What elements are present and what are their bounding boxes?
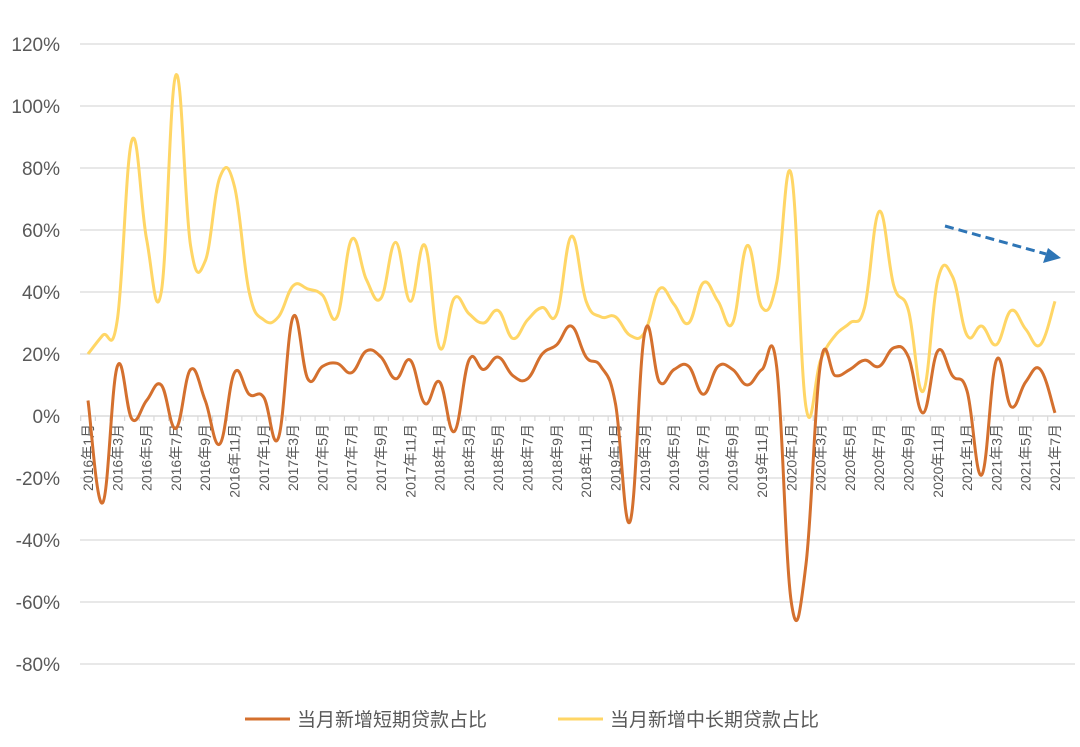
series-points-1 bbox=[87, 74, 1056, 407]
y-tick-label: 120% bbox=[11, 35, 60, 56]
x-tick-label: 2018年3月 bbox=[461, 424, 477, 491]
y-tick-label: 0% bbox=[33, 407, 61, 428]
x-tick-label: 2018年1月 bbox=[432, 424, 448, 491]
x-tick-label: 2017年3月 bbox=[285, 424, 301, 491]
x-tick-label: 2020年9月 bbox=[900, 424, 916, 491]
x-tick-label: 2017年7月 bbox=[344, 424, 360, 491]
y-tick-label: -80% bbox=[16, 655, 60, 676]
legend-label-short-term: 当月新增短期贷款占比 bbox=[297, 709, 487, 731]
x-tick-label: 2016年9月 bbox=[197, 424, 213, 491]
y-tick-label: -20% bbox=[16, 469, 60, 490]
x-tick-label: 2018年7月 bbox=[520, 424, 536, 491]
x-tick-label: 2016年5月 bbox=[139, 424, 155, 491]
x-tick-label: 2020年1月 bbox=[783, 424, 799, 491]
y-tick-label: 40% bbox=[22, 283, 60, 304]
x-tick-label: 2018年11月 bbox=[578, 424, 594, 498]
x-tick-label: 2021年1月 bbox=[959, 424, 975, 491]
grid-lines bbox=[80, 43, 1075, 665]
x-tick-label: 2019年3月 bbox=[637, 424, 653, 491]
y-tick-label: -60% bbox=[16, 593, 60, 614]
x-tick-label: 2017年5月 bbox=[314, 424, 330, 491]
x-tick-label: 2017年9月 bbox=[373, 424, 389, 491]
y-tick-label: -40% bbox=[16, 531, 60, 552]
y-tick-label: 100% bbox=[11, 97, 60, 118]
legend-label-long-term: 当月新增中长期贷款占比 bbox=[610, 709, 819, 731]
x-tick-label: 2021年5月 bbox=[1018, 424, 1034, 491]
series-lines bbox=[86, 73, 1057, 622]
x-tick-label: 2016年7月 bbox=[168, 424, 184, 491]
x-tick-label: 2019年11月 bbox=[754, 424, 770, 498]
x-tick-label: 2020年3月 bbox=[813, 424, 829, 491]
x-tick-label: 2019年9月 bbox=[725, 424, 741, 491]
x-axis: 2016年1月 2016年3月 2016年5月 2016年7月 2016年9月 2016年… bbox=[80, 415, 1075, 498]
x-tick-label: 2021年7月 bbox=[1047, 424, 1063, 491]
y-tick-label: 20% bbox=[22, 345, 60, 366]
trend-arrow-annotation bbox=[944, 224, 1061, 263]
x-tick-label: 2020年5月 bbox=[842, 424, 858, 491]
x-tick-label: 2018年5月 bbox=[490, 424, 506, 491]
x-tick-label: 2021年3月 bbox=[988, 424, 1004, 491]
x-tick-label: 2017年1月 bbox=[256, 424, 272, 491]
x-tick-label: 2018年9月 bbox=[549, 424, 565, 491]
y-tick-label: 60% bbox=[22, 221, 60, 242]
x-tick-label: 2019年7月 bbox=[695, 424, 711, 491]
x-tick-label: 2020年11月 bbox=[930, 424, 946, 498]
x-tick-label: 2016年11月 bbox=[227, 424, 243, 498]
x-tick-label: 2019年5月 bbox=[666, 424, 682, 491]
series-line-1 bbox=[86, 73, 1057, 419]
series-points-0 bbox=[87, 316, 1056, 603]
y-tick-label: 80% bbox=[22, 159, 60, 180]
legend: 当月新增短期贷款占比 当月新增中长期贷款占比 bbox=[245, 709, 819, 731]
x-tick-label: 2020年7月 bbox=[871, 424, 887, 491]
y-axis-ticks: 120% 100% 80% 60% 40% 20% 0% -20% -40% -60% -80% bbox=[11, 35, 60, 676]
x-tick-label: 2016年3月 bbox=[109, 424, 125, 491]
x-tick-label: 2017年11月 bbox=[402, 424, 418, 498]
